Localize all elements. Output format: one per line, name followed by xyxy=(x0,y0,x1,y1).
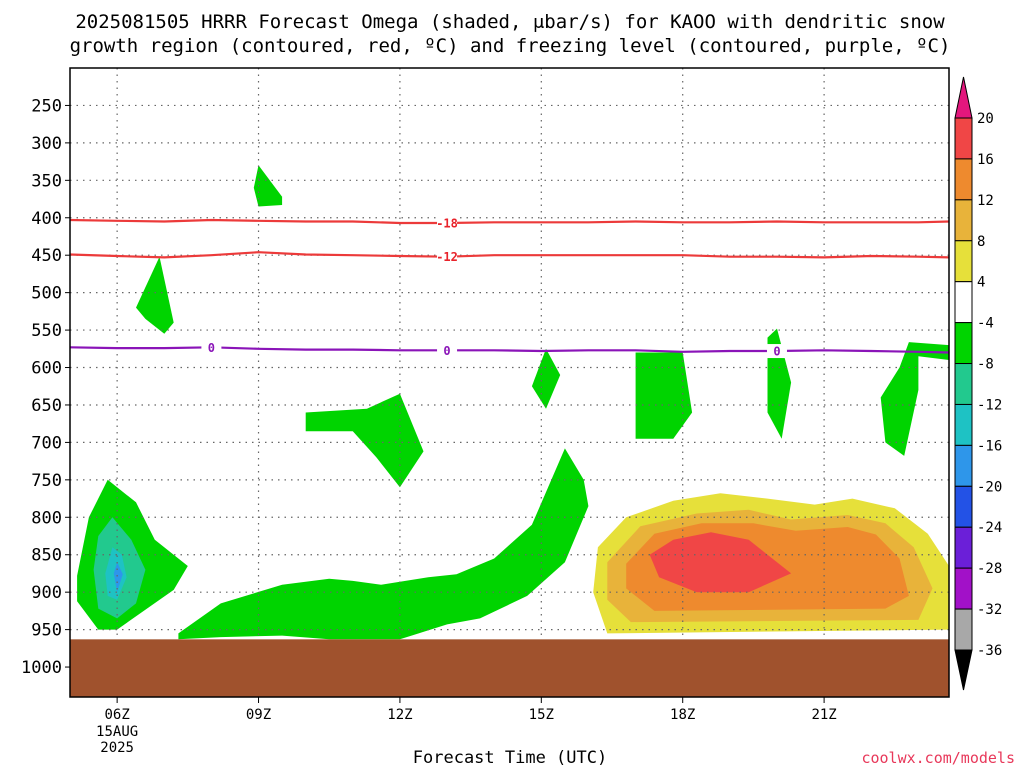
x-tick-label-21Z: 21Z xyxy=(811,707,836,723)
contour-line--18 xyxy=(70,218,949,225)
chart-title-line-2: growth region (contoured, red, ºC) and f… xyxy=(70,35,951,57)
x-axis-label: Forecast Time (UTC) xyxy=(413,748,607,768)
y-tick-label-1000: 1000 xyxy=(21,658,62,678)
contour-label-bg xyxy=(766,344,787,359)
colorbar-label-4: 4 xyxy=(977,275,985,291)
colorbar-label-16: 16 xyxy=(977,152,994,168)
colorbar-label-8: 8 xyxy=(977,234,985,250)
y-tick-label-750: 750 xyxy=(31,471,62,491)
omega-region-16 xyxy=(649,532,792,593)
colorbar-segment-5 xyxy=(954,322,973,365)
y-tick-label-450: 450 xyxy=(31,246,62,266)
contour-label--18: -18 xyxy=(436,217,458,231)
omega-region-1 xyxy=(136,256,174,334)
colorbar-label-20: 20 xyxy=(977,111,994,127)
plot-frame xyxy=(69,67,950,698)
omega-region-3 xyxy=(531,348,561,409)
x-tick-sublabel: 2025 xyxy=(100,740,134,756)
y-tick-label-800: 800 xyxy=(31,508,62,528)
credit-link[interactable]: coolwx.com/models xyxy=(861,749,1015,767)
colorbar-label--36: -36 xyxy=(977,643,1002,659)
chart-title-line-1: 2025081505 HRRR Forecast Omega (shaded, … xyxy=(75,11,945,33)
y-tick-label-900: 900 xyxy=(31,583,62,603)
omega-region-0 xyxy=(253,165,283,207)
colorbar-label--24: -24 xyxy=(977,520,1002,536)
colorbar-label--12: -12 xyxy=(977,397,1002,413)
y-tick-label-300: 300 xyxy=(31,134,62,154)
y-tick-label-550: 550 xyxy=(31,321,62,341)
colorbar-label--4: -4 xyxy=(977,316,994,332)
x-tick-label-09Z: 09Z xyxy=(246,707,271,723)
y-tick-label-850: 850 xyxy=(31,546,62,566)
colorbar-top-arrow xyxy=(954,76,973,119)
contour-line--12 xyxy=(70,251,949,259)
contour-label-bg xyxy=(437,249,458,264)
x-tick-label-18Z: 18Z xyxy=(670,707,695,723)
colorbar-segment-11 xyxy=(954,567,973,610)
contour-label--12: -12 xyxy=(436,250,458,264)
colorbar-segment-12 xyxy=(954,608,973,651)
x-tick-label-06Z: 06Z xyxy=(104,707,129,723)
y-tick-label-250: 250 xyxy=(31,96,62,116)
contour-label-0: 0 xyxy=(773,345,780,359)
colorbar-segment-9 xyxy=(954,485,973,528)
y-tick-label-500: 500 xyxy=(31,284,62,304)
x-tick-label-12Z: 12Z xyxy=(387,707,412,723)
colorbar-bottom-arrow xyxy=(954,649,973,691)
colorbar-label--20: -20 xyxy=(977,479,1002,495)
y-tick-label-950: 950 xyxy=(31,621,62,641)
omega-region-9 xyxy=(178,448,589,640)
x-tick-sublabel: 15AUG xyxy=(96,724,138,740)
colorbar-segment-3 xyxy=(954,240,973,283)
colorbar-segment-8 xyxy=(954,444,973,487)
contour-label-0: 0 xyxy=(443,344,450,358)
colorbar-segment-0 xyxy=(954,117,973,160)
colorbar-label-12: 12 xyxy=(977,193,994,209)
pressure-axis: 250 300 350 400 450 500 550 600 650 700 750 800 850 9… xyxy=(21,96,70,678)
y-tick-label-700: 700 xyxy=(31,433,62,453)
colorbar-segment-4 xyxy=(954,281,973,324)
colorbar-segment-10 xyxy=(954,526,973,569)
contour-label-bg xyxy=(437,343,458,358)
colorbar-label--8: -8 xyxy=(977,357,994,373)
y-tick-label-350: 350 xyxy=(31,171,62,191)
omega-region-4 xyxy=(635,352,693,439)
colorbar-segment-1 xyxy=(954,158,973,201)
colorbar-label--28: -28 xyxy=(977,561,1002,577)
omega-region-8 xyxy=(140,625,188,634)
y-tick-label-600: 600 xyxy=(31,359,62,379)
colorbar-segment-7 xyxy=(954,403,973,446)
y-tick-label-400: 400 xyxy=(31,209,62,229)
y-tick-label-650: 650 xyxy=(31,396,62,416)
colorbar-label--32: -32 xyxy=(977,602,1002,618)
omega-region-6 xyxy=(880,342,949,456)
omega-shading-layer xyxy=(77,165,949,640)
omega-region-2 xyxy=(305,393,424,488)
contour-label-bg xyxy=(201,340,222,355)
contour-label-bg xyxy=(437,216,458,231)
colorbar-segment-6 xyxy=(954,363,973,405)
ground-surface xyxy=(70,639,949,697)
temperature-contours-layer: -18 -12 0 0 0 xyxy=(70,216,949,359)
omega-region-12 xyxy=(113,562,123,593)
omega-colorbar: 20 16 12 8 4 -4 -8 -12 -16 -20 -24 -28 -32 -36 xyxy=(954,76,1002,691)
contour-label-0: 0 xyxy=(208,341,215,355)
colorbar-segment-2 xyxy=(954,199,973,242)
x-tick-label-15Z: 15Z xyxy=(529,707,554,723)
colorbar-label--16: -16 xyxy=(977,438,1002,454)
